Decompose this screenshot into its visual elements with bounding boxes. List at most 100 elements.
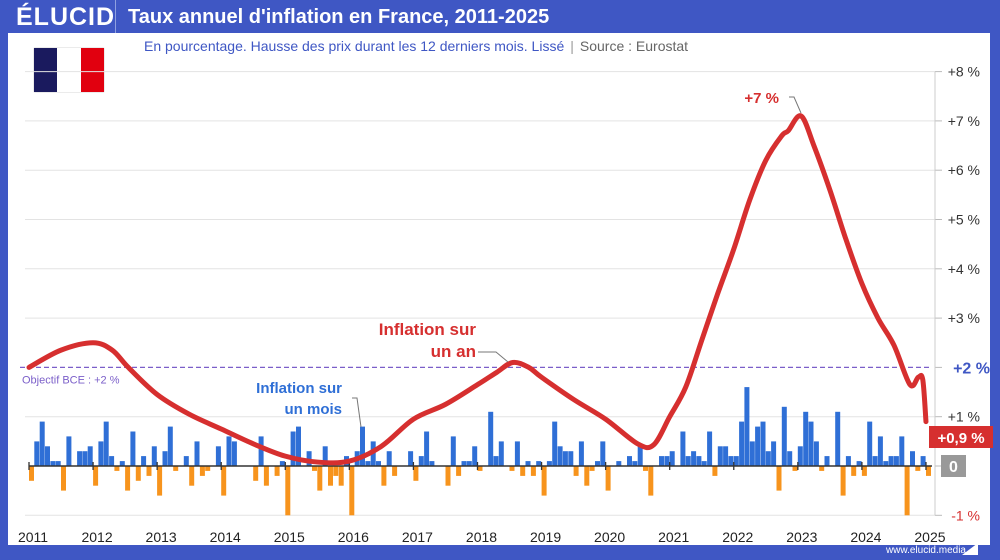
header-divider	[115, 0, 116, 33]
monthly-bar	[376, 461, 381, 466]
monthly-bar	[253, 466, 259, 481]
x-tick-label: 2019	[530, 529, 561, 545]
elucid-logo: ÉLUCID	[16, 3, 116, 31]
monthly-leader-line	[352, 397, 362, 428]
monthly-bar	[119, 461, 125, 466]
monthly-bar	[87, 446, 93, 466]
monthly-bar	[34, 441, 40, 466]
monthly-bar	[685, 456, 691, 466]
monthly-bar	[493, 456, 499, 466]
monthly-bar	[717, 446, 723, 466]
monthly-bar	[477, 466, 483, 471]
monthly-bar	[541, 466, 547, 496]
monthly-bar	[733, 456, 739, 466]
monthly-bar	[627, 456, 632, 466]
monthly-bar	[424, 431, 430, 466]
monthly-bar	[562, 451, 568, 466]
monthly-bar	[819, 466, 825, 471]
monthly-bar	[285, 466, 291, 516]
monthly-bar	[66, 436, 72, 466]
monthly-series-label: un mois	[284, 401, 342, 418]
monthly-bar	[77, 451, 83, 466]
footer-url[interactable]: www.elucid.media	[885, 545, 966, 556]
monthly-bar	[360, 426, 365, 466]
target-axis-label: +2 %	[953, 360, 990, 377]
france-flag-icon	[34, 48, 104, 92]
monthly-bar	[221, 466, 227, 496]
monthly-bar	[749, 441, 755, 466]
monthly-bar	[910, 451, 915, 466]
x-tick-label: 2025	[914, 529, 945, 545]
monthly-bar	[568, 451, 574, 466]
monthly-bar	[808, 421, 814, 466]
annual-leader-line	[478, 351, 509, 363]
monthly-bar	[205, 466, 211, 471]
monthly-bar	[194, 441, 200, 466]
monthly-bar	[867, 421, 873, 466]
monthly-bar	[771, 441, 777, 466]
monthly-bar	[893, 456, 899, 466]
monthly-bar	[589, 466, 595, 471]
monthly-bar	[141, 456, 147, 466]
monthly-bar	[109, 456, 115, 466]
monthly-bar	[552, 421, 558, 466]
monthly-bar	[386, 451, 392, 466]
monthly-bar	[514, 441, 520, 466]
monthly-bar	[135, 466, 141, 481]
y-tick-label: +8 %	[948, 64, 980, 80]
monthly-bar	[696, 456, 702, 466]
y-tick-label: +3 %	[948, 310, 980, 326]
monthly-bar	[701, 461, 707, 466]
monthly-bar	[744, 387, 750, 466]
monthly-bar	[312, 466, 317, 471]
monthly-bar	[691, 451, 697, 466]
y-tick-label: +5 %	[948, 212, 980, 228]
x-tick-label: 2014	[210, 529, 241, 545]
monthly-bar	[466, 461, 472, 466]
x-tick-label: 2021	[658, 529, 689, 545]
monthly-bar	[157, 466, 163, 496]
x-tick-label: 2015	[274, 529, 305, 545]
annual-series-label: un an	[431, 342, 476, 361]
monthly-bar	[872, 456, 878, 466]
monthly-bar	[845, 456, 851, 466]
zero-label: 0	[949, 459, 958, 476]
monthly-bar	[765, 451, 771, 466]
monthly-bar	[290, 431, 296, 466]
monthly-bar	[413, 466, 419, 481]
annual-inflation-line	[26, 113, 929, 466]
monthly-bar	[509, 466, 515, 471]
monthly-bar	[274, 466, 280, 476]
y-tick-label: +6 %	[948, 162, 980, 178]
monthly-bar	[680, 431, 686, 466]
zero-label-box	[941, 455, 966, 477]
monthly-bar	[418, 456, 424, 466]
x-tick-label: 2018	[466, 529, 497, 545]
monthly-bar	[578, 441, 584, 466]
monthly-bar	[546, 461, 552, 466]
monthly-bar	[498, 441, 504, 466]
monthly-bar	[899, 436, 905, 466]
monthly-bar	[851, 466, 857, 476]
monthly-bar	[333, 466, 339, 476]
monthly-bar	[263, 466, 269, 486]
monthly-bar	[920, 456, 926, 466]
monthly-bar	[835, 411, 841, 466]
monthly-bar	[643, 466, 648, 471]
monthly-bar	[456, 466, 462, 476]
monthly-bar	[787, 451, 793, 466]
monthly-bar	[215, 446, 221, 466]
monthly-bar	[824, 456, 830, 466]
source-text: Source : Eurostat	[579, 38, 689, 54]
monthly-bar	[445, 466, 451, 486]
monthly-bar	[322, 446, 328, 466]
chart-subtitle: En pourcentage. Hausse des prix durant l…	[144, 38, 688, 54]
x-tick-label: 2017	[402, 529, 433, 545]
monthly-bar	[584, 466, 590, 486]
monthly-bar	[472, 446, 478, 466]
x-tick-label: 2022	[722, 529, 753, 545]
subtitle-text: En pourcentage. Hausse des prix durant l…	[144, 38, 565, 54]
y-tick-label: +1 %	[948, 409, 980, 425]
target-label: Objectif BCE : +2 %	[22, 374, 120, 386]
monthly-bar	[226, 436, 232, 466]
